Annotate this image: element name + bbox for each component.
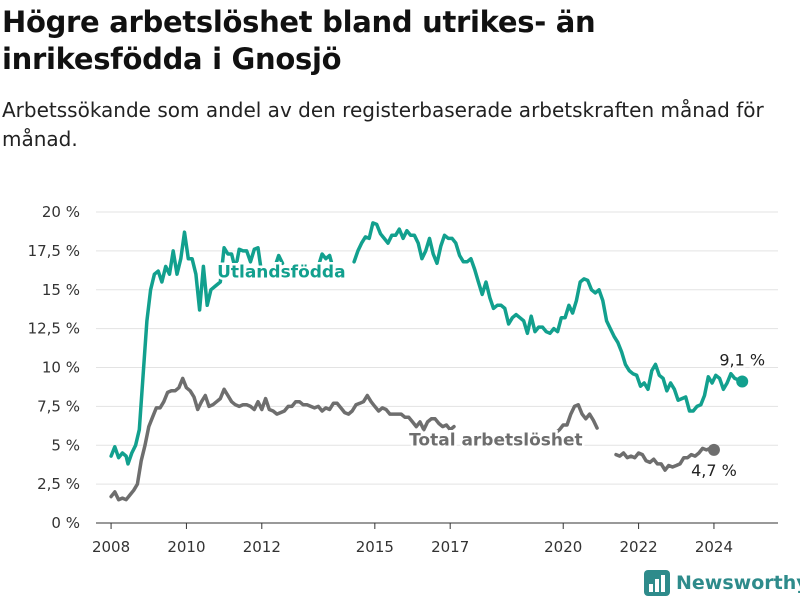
series-label-utlandsfodda: Utlandsfödda	[217, 262, 346, 282]
end-point-marker	[707, 443, 720, 456]
y-tick-label: 20 %	[42, 203, 80, 221]
end-label-utlandsfodda: 9,1 %	[719, 350, 765, 369]
y-tick-label: 5 %	[51, 436, 80, 454]
x-tick-label: 2017	[431, 538, 469, 556]
series-label-total: Total arbetslöshet	[409, 430, 583, 450]
series-line-utlandsfodda	[109, 221, 744, 466]
series-line-total	[109, 376, 716, 502]
x-tick-label: 2024	[695, 538, 733, 556]
x-tick-label: 2015	[356, 538, 394, 556]
y-tick-label: 2,5 %	[37, 475, 80, 493]
x-tick-label: 2012	[243, 538, 281, 556]
x-tick-label: 2008	[92, 538, 130, 556]
end-point-marker	[736, 375, 749, 388]
brand-name: Newsworthy	[676, 572, 800, 594]
brand-logo: Newsworthy	[644, 568, 800, 598]
y-axis-labels: 0 % 2,5 % 5 % 7,5 % 10 % 12,5 % 15 % 17,5 % 20 %	[28, 203, 80, 532]
x-tick-label: 2010	[167, 538, 205, 556]
x-tick-label: 2020	[544, 538, 582, 556]
grid-lines	[96, 211, 778, 485]
y-tick-label: 7,5 %	[37, 397, 80, 415]
bar-chart-icon	[644, 570, 670, 596]
x-tick-label: 2022	[619, 538, 657, 556]
chart-subtitle: Arbetssökande som andel av den registerb…	[2, 98, 764, 151]
y-tick-label: 0 %	[51, 514, 80, 532]
series-lines	[109, 221, 749, 502]
x-axis: 2008 2010 2012 2015 2017 2020 2022 2024	[92, 522, 778, 556]
series-labels: Utlandsfödda Total arbetslöshet 9,1 % 4,7 %	[215, 260, 768, 482]
y-tick-label: 10 %	[42, 359, 80, 377]
chart-title: Högre arbetslöshet bland utrikes- än inr…	[2, 5, 596, 76]
y-tick-label: 15 %	[42, 281, 80, 299]
y-tick-label: 17,5 %	[28, 242, 80, 260]
end-label-total: 4,7 %	[691, 461, 737, 480]
y-tick-label: 12,5 %	[28, 320, 80, 338]
